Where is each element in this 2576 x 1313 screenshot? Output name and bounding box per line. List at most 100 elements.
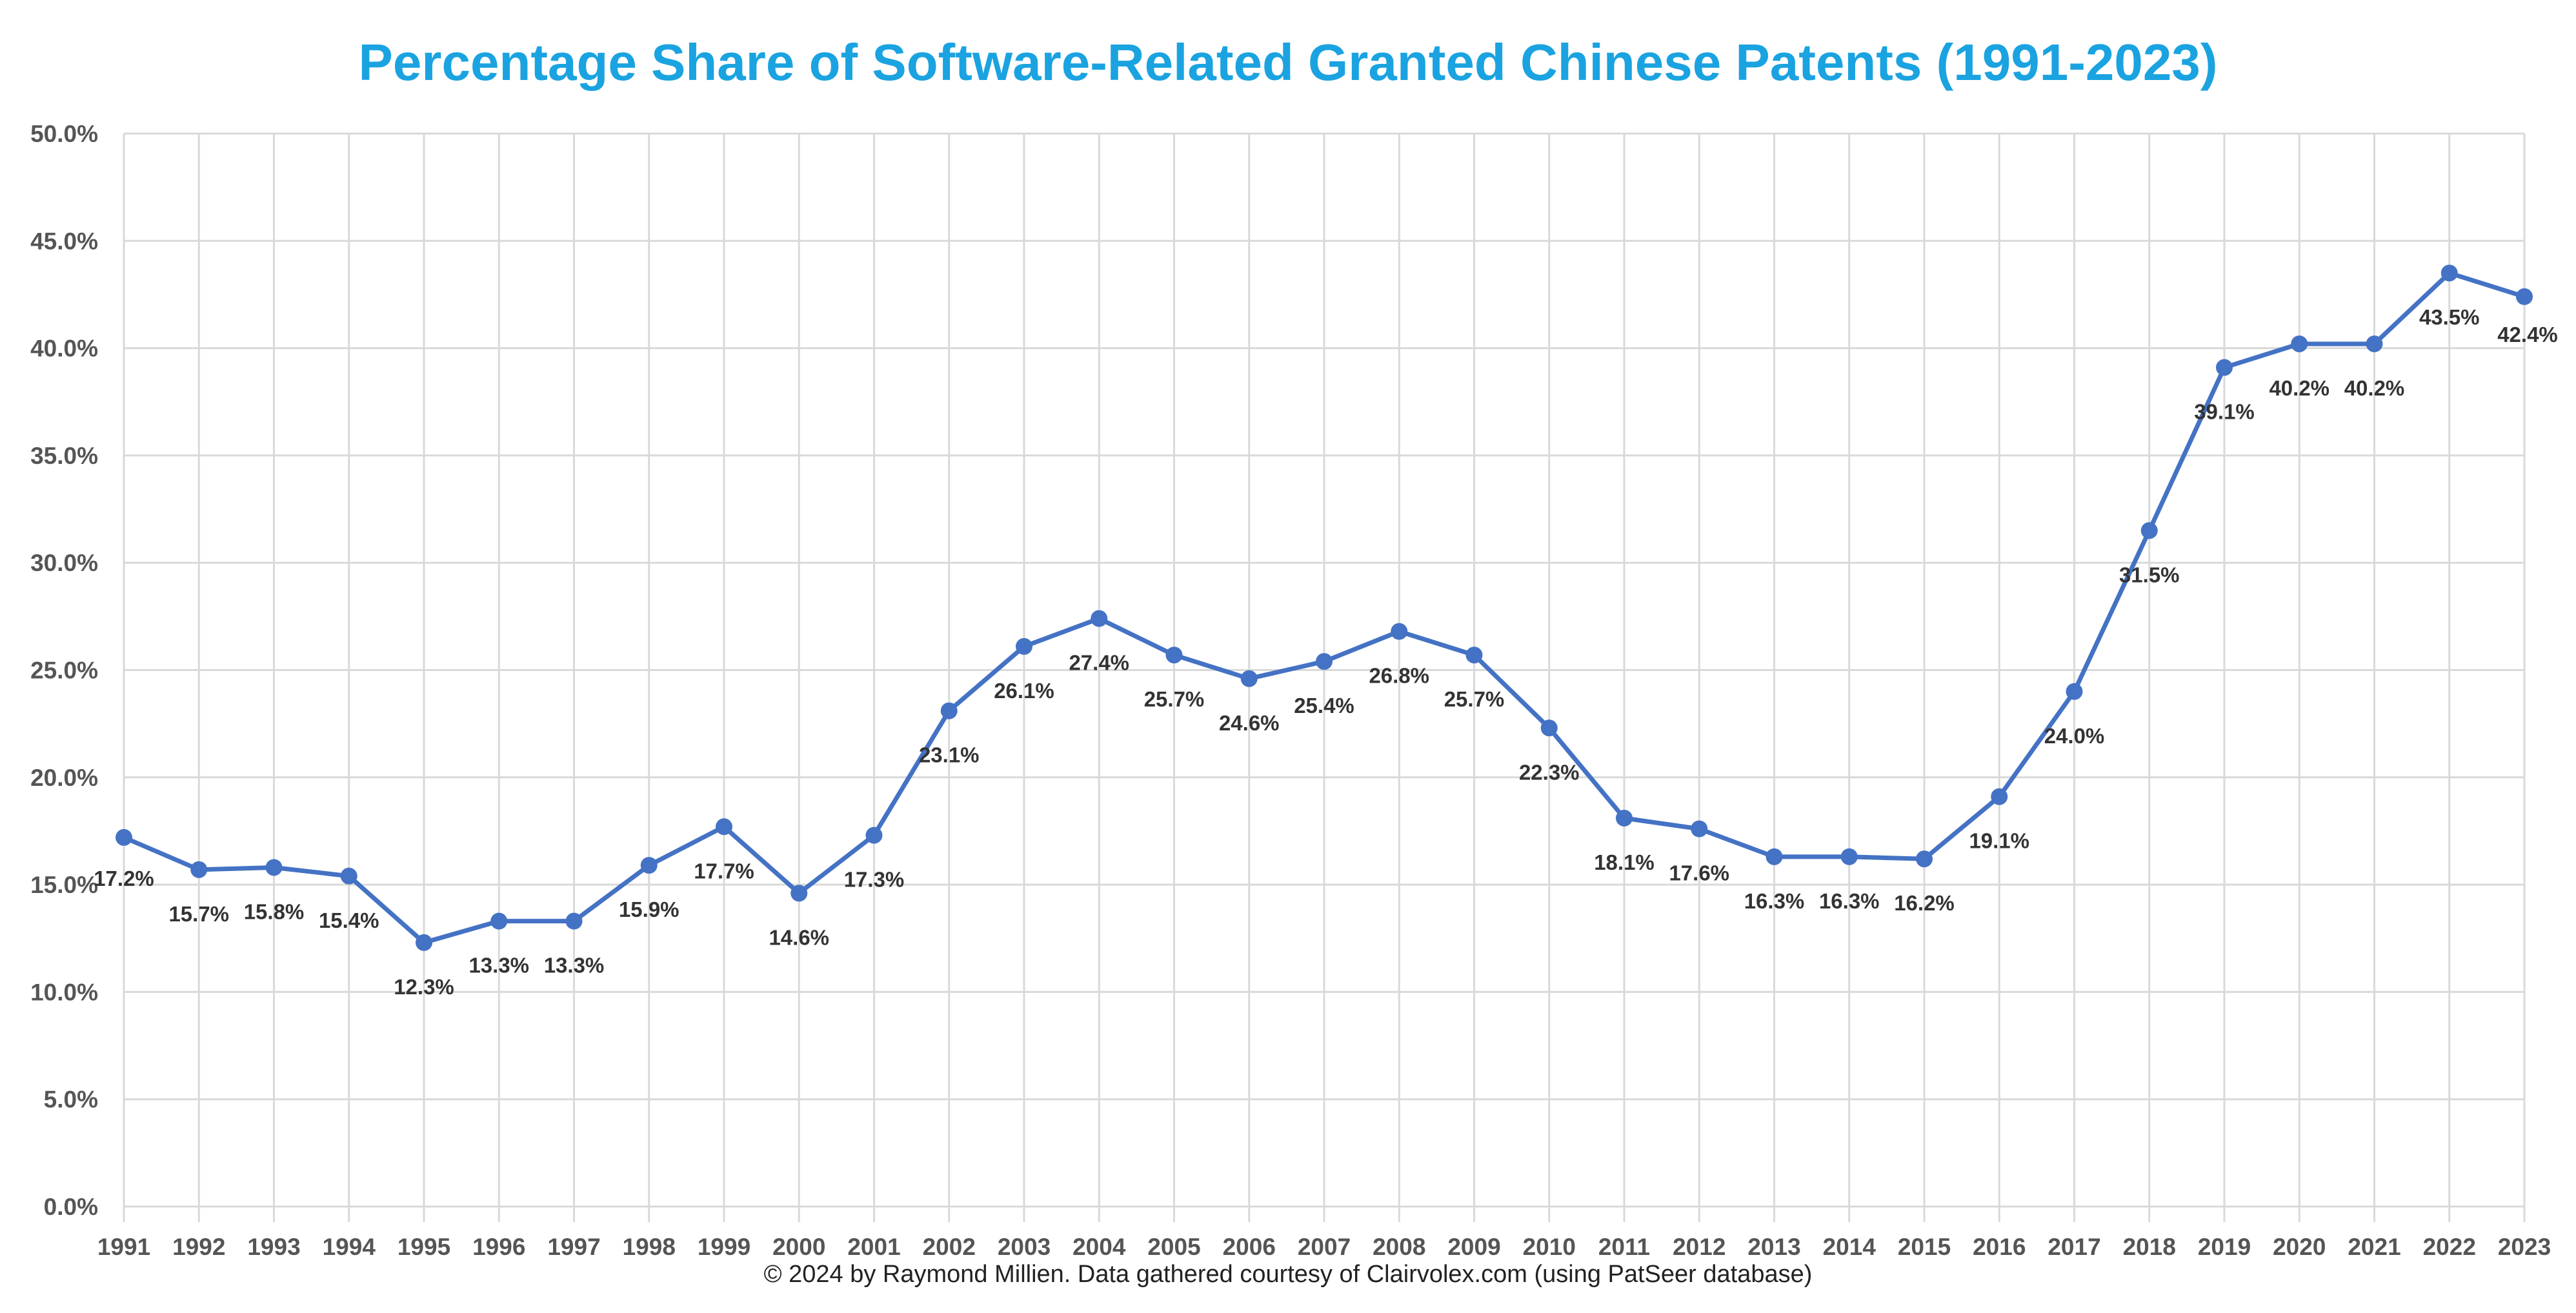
- x-tick-label: 2002: [923, 1234, 976, 1260]
- x-tick-label: 2008: [1373, 1234, 1425, 1260]
- x-tick-label: 2017: [2048, 1234, 2100, 1260]
- data-label: 39.1%: [2194, 400, 2255, 424]
- data-point: [1391, 623, 1408, 640]
- x-tick-label: 1997: [547, 1234, 600, 1260]
- chart-title: Percentage Share of Software-Related Gra…: [358, 34, 2218, 91]
- data-labels: 17.2% 15.7% 15.8% 15.4% 12.3% 13.3% 13.3% 15.9%…: [94, 305, 2558, 999]
- data-label: 24.0%: [2044, 724, 2105, 748]
- x-tick-label: 2021: [2348, 1234, 2400, 1260]
- data-label: 24.6%: [1219, 711, 1280, 735]
- data-point: [1916, 850, 1933, 868]
- data-label: 17.3%: [844, 868, 905, 892]
- data-label: 16.3%: [1744, 889, 1805, 913]
- data-point: [1991, 788, 2008, 805]
- data-point: [1691, 820, 1708, 837]
- data-label: 18.1%: [1594, 850, 1655, 874]
- data-label: 17.7%: [694, 859, 754, 883]
- data-label: 40.2%: [2269, 376, 2329, 400]
- x-tick-label: 2020: [2273, 1234, 2326, 1260]
- data-label: 25.7%: [1144, 687, 1205, 711]
- axes: 0.0% 5.0% 10.0% 15.0% 20.0% 25.0% 30.0% 35.0% 40…: [30, 121, 2551, 1260]
- data-label: 31.5%: [2119, 563, 2180, 586]
- x-tick-label: 2023: [2498, 1234, 2551, 1260]
- x-tick-label: 2006: [1223, 1234, 1276, 1260]
- data-point: [1616, 809, 1633, 827]
- data-point: [790, 885, 808, 902]
- data-label: 12.3%: [394, 975, 454, 999]
- y-tick-label: 40.0%: [30, 336, 98, 362]
- y-tick-label: 20.0%: [30, 765, 98, 791]
- data-label: 13.3%: [468, 954, 529, 977]
- data-point: [1316, 653, 1333, 670]
- x-tick-label: 2013: [1747, 1234, 1800, 1260]
- x-tick-label: 2018: [2123, 1234, 2176, 1260]
- data-point: [1091, 610, 1108, 627]
- x-tick-label: 2011: [1598, 1234, 1650, 1260]
- x-tick-label: 2003: [998, 1234, 1051, 1260]
- data-point: [1465, 646, 1483, 664]
- data-label: 22.3%: [1519, 760, 1580, 784]
- data-label: 26.8%: [1369, 664, 1429, 688]
- data-point: [1240, 670, 1258, 687]
- data-label: 42.4%: [2497, 323, 2558, 346]
- y-tick-label: 50.0%: [30, 121, 98, 147]
- data-label: 23.1%: [919, 743, 980, 767]
- x-tick-label: 2015: [1898, 1234, 1951, 1260]
- data-label: 15.7%: [168, 902, 229, 926]
- data-point: [1540, 719, 1558, 737]
- data-label: 17.2%: [94, 867, 154, 890]
- data-label: 40.2%: [2344, 376, 2405, 400]
- data-point: [265, 859, 283, 876]
- data-point: [416, 934, 432, 951]
- x-tick-label: 1996: [472, 1234, 525, 1260]
- data-label: 15.4%: [319, 908, 379, 932]
- x-tick-label: 1993: [247, 1234, 300, 1260]
- x-tick-label: 2001: [847, 1234, 900, 1260]
- x-tick-label: 2014: [1823, 1234, 1877, 1260]
- data-point: [190, 861, 208, 878]
- data-point: [490, 912, 508, 930]
- data-label: 15.9%: [619, 897, 679, 921]
- data-label: 27.4%: [1069, 651, 1129, 675]
- y-tick-label: 5.0%: [44, 1087, 98, 1113]
- footer-credit: © 2024 by Raymond Millien. Data gathered…: [763, 1261, 1813, 1288]
- data-label: 17.6%: [1669, 861, 1729, 885]
- x-tick-label: 1998: [623, 1234, 676, 1260]
- data-point: [340, 867, 357, 885]
- data-point: [640, 857, 658, 874]
- x-tick-label: 1991: [97, 1234, 150, 1260]
- data-label: 43.5%: [2419, 305, 2480, 329]
- x-tick-label: 2022: [2423, 1234, 2476, 1260]
- data-label: 26.1%: [994, 679, 1054, 703]
- data-point: [2216, 359, 2233, 376]
- data-label: 13.3%: [544, 954, 605, 977]
- data-point: [1766, 848, 1783, 865]
- y-tick-label: 25.0%: [30, 657, 98, 684]
- series-line: [116, 265, 2533, 951]
- data-label: 19.1%: [1969, 829, 2029, 853]
- y-tick-label: 45.0%: [30, 228, 98, 254]
- x-tick-label: 2012: [1673, 1234, 1726, 1260]
- x-tick-label: 1992: [172, 1234, 225, 1260]
- x-tick-label: 2009: [1447, 1234, 1500, 1260]
- x-tick-label: 1999: [698, 1234, 750, 1260]
- x-tick-label: 2000: [772, 1234, 825, 1260]
- data-point: [716, 818, 732, 836]
- y-tick-label: 0.0%: [44, 1194, 98, 1220]
- data-point: [2366, 335, 2383, 352]
- data-point: [2516, 288, 2533, 305]
- x-tick-label: 2005: [1147, 1234, 1200, 1260]
- y-tick-label: 35.0%: [30, 443, 98, 469]
- data-point: [565, 912, 583, 930]
- x-tick-label: 2010: [1523, 1234, 1576, 1260]
- x-tick-label: 2016: [1973, 1234, 2026, 1260]
- x-tick-label: 1994: [323, 1234, 376, 1260]
- data-point: [2291, 335, 2308, 352]
- data-point: [1840, 848, 1858, 865]
- data-point: [2140, 522, 2158, 539]
- data-label: 16.3%: [1819, 889, 1880, 913]
- y-tick-label: 10.0%: [30, 979, 98, 1005]
- y-tick-label: 15.0%: [30, 872, 98, 898]
- data-label: 25.4%: [1294, 694, 1354, 717]
